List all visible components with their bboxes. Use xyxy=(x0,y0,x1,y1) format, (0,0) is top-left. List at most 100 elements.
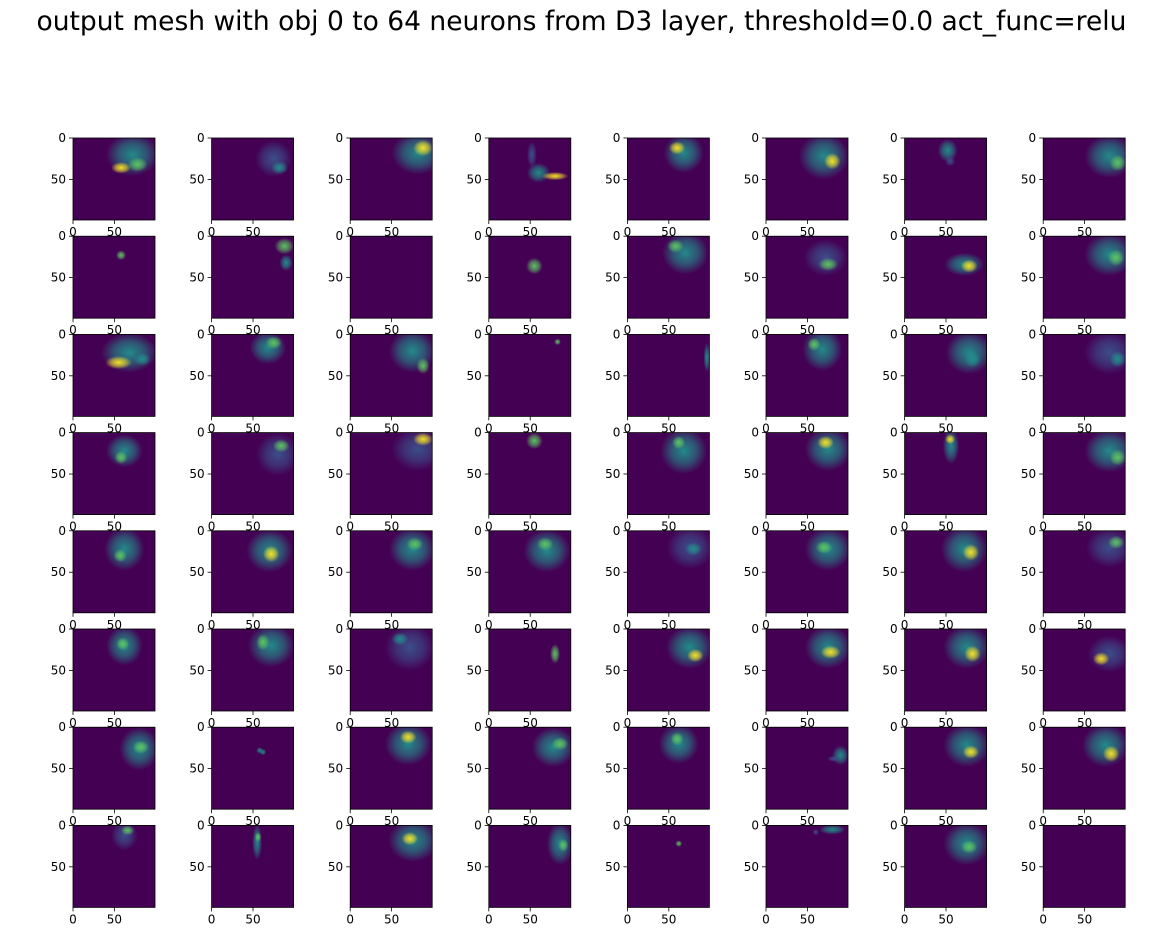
y-tick-label: 0 xyxy=(613,327,621,341)
panel-frame xyxy=(488,825,572,908)
panel-background xyxy=(350,236,433,319)
y-tick-label: 0 xyxy=(890,327,898,341)
panel-frame xyxy=(72,432,156,516)
activation-blob xyxy=(943,727,987,767)
heatmap-panel: 0 50 0 50 xyxy=(744,131,849,239)
y-tick-label: 50 xyxy=(189,565,204,579)
panel-frame xyxy=(211,530,295,614)
panel-frame xyxy=(765,432,849,516)
x-tick-label: 0 xyxy=(901,520,909,534)
activation-blob xyxy=(526,141,537,168)
activation-blob xyxy=(105,355,132,370)
panel-frame xyxy=(488,137,572,221)
activation-blob xyxy=(666,629,710,669)
activation-blob xyxy=(531,727,571,767)
activation-blob xyxy=(550,643,561,664)
activation-blob xyxy=(658,727,699,764)
x-tick-label: 0 xyxy=(485,520,493,534)
activation-blob xyxy=(675,840,683,847)
panel-frame xyxy=(488,726,572,810)
y-tick-label: 0 xyxy=(1029,426,1037,440)
panel-frame xyxy=(765,530,849,614)
y-tick-label: 50 xyxy=(882,369,897,383)
x-tick-label: 0 xyxy=(485,323,493,337)
x-tick-label: 50 xyxy=(384,225,399,239)
heatmap-panel: 0 50 0 50 xyxy=(189,818,295,926)
heatmap-panel: 0 50 0 50 xyxy=(882,426,987,534)
x-tick-label: 50 xyxy=(661,814,676,828)
y-tick-label: 0 xyxy=(474,426,482,440)
heatmap-panel: 0 50 0 50 xyxy=(744,229,849,337)
panel-frame xyxy=(904,235,987,319)
activation-blob xyxy=(960,259,978,273)
y-tick-label: 50 xyxy=(189,369,204,383)
y-tick-label: 50 xyxy=(467,369,482,383)
x-tick-label: 0 xyxy=(1039,421,1047,435)
y-tick-label: 50 xyxy=(328,565,343,579)
heatmap-panel: 0 50 0 50 xyxy=(1021,524,1126,632)
activation-blob xyxy=(413,432,433,446)
activation-blob xyxy=(818,257,839,271)
x-tick-label: 0 xyxy=(69,421,77,435)
x-tick-label: 50 xyxy=(384,716,399,730)
x-tick-label: 0 xyxy=(1039,618,1047,632)
x-tick-label: 50 xyxy=(661,912,676,926)
activation-blob xyxy=(384,727,432,766)
activation-blob xyxy=(256,432,294,476)
activation-blob xyxy=(252,825,263,861)
x-tick-label: 50 xyxy=(245,225,260,239)
y-tick-label: 50 xyxy=(605,467,620,481)
y-tick-label: 0 xyxy=(197,327,205,341)
activation-blob xyxy=(815,540,833,554)
heatmap-panel: 0 50 0 50 xyxy=(189,327,295,435)
y-tick-label: 0 xyxy=(336,524,344,538)
activation-blob xyxy=(554,338,561,346)
x-tick-label: 0 xyxy=(901,323,909,337)
x-tick-label: 50 xyxy=(938,912,953,926)
panel-frame xyxy=(72,235,156,319)
panel-frame xyxy=(211,726,295,810)
panel-frame xyxy=(211,825,295,908)
x-tick-label: 0 xyxy=(762,912,770,926)
heatmap-panel: 0 50 0 50 xyxy=(467,131,572,239)
x-tick-label: 0 xyxy=(1039,912,1047,926)
heatmap-panel: 0 50 0 50 xyxy=(51,327,156,435)
activation-blob xyxy=(819,825,846,835)
activation-blob xyxy=(259,748,267,756)
x-tick-label: 50 xyxy=(523,520,538,534)
y-tick-label: 50 xyxy=(328,369,343,383)
x-tick-label: 0 xyxy=(1039,323,1047,337)
activation-blob xyxy=(1109,154,1126,172)
activation-blob xyxy=(943,629,987,669)
x-tick-label: 50 xyxy=(384,323,399,337)
x-tick-label: 50 xyxy=(523,618,538,632)
x-tick-label: 50 xyxy=(245,421,260,435)
x-tick-label: 50 xyxy=(523,323,538,337)
y-tick-label: 50 xyxy=(882,663,897,677)
activation-blob xyxy=(116,637,130,651)
y-tick-label: 0 xyxy=(58,524,66,538)
x-tick-label: 0 xyxy=(69,716,77,730)
activation-blob xyxy=(937,138,958,163)
activation-blob xyxy=(111,162,131,174)
panel-frame xyxy=(1042,333,1126,417)
heatmap-panel: 0 50 0 50 xyxy=(882,131,987,239)
activation-blob xyxy=(1082,727,1126,767)
y-tick-label: 0 xyxy=(1029,622,1037,636)
y-tick-label: 0 xyxy=(890,622,898,636)
x-tick-label: 0 xyxy=(208,716,216,730)
y-tick-label: 0 xyxy=(613,426,621,440)
x-tick-label: 0 xyxy=(901,421,909,435)
x-tick-label: 50 xyxy=(800,912,815,926)
heatmap-panel: 0 50 0 50 xyxy=(467,426,572,534)
activation-blob xyxy=(942,432,960,465)
activation-blob xyxy=(667,239,684,253)
y-tick-label: 0 xyxy=(751,131,759,145)
activation-blob xyxy=(132,740,150,754)
x-tick-label: 50 xyxy=(1077,520,1092,534)
y-tick-label: 0 xyxy=(197,818,205,832)
y-tick-label: 50 xyxy=(605,663,620,677)
heatmap-panel: 0 50 0 50 xyxy=(605,622,710,730)
panel-frame xyxy=(349,726,433,810)
y-tick-label: 50 xyxy=(467,467,482,481)
